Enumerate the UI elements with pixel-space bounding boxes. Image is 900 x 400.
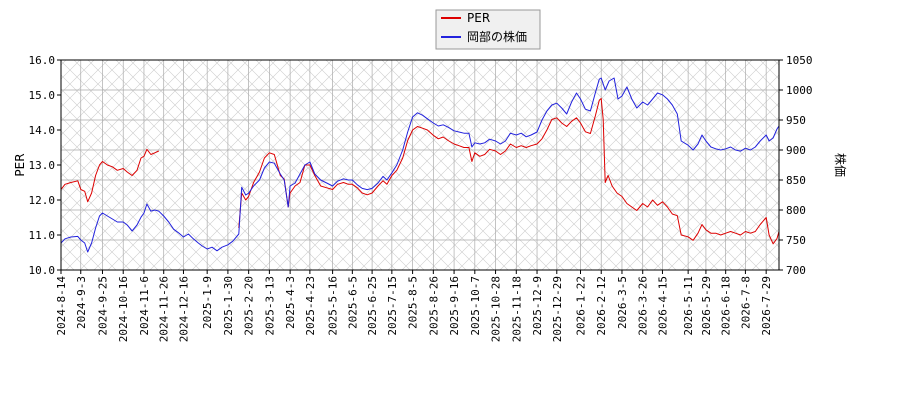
right-axis: 700 750 800 850 900 950 1000 1050 — [779, 54, 813, 277]
x-tick-label: 2025-6-25 — [366, 276, 379, 336]
left-axis: 10.0 11.0 12.0 13.0 14.0 15.0 16.0 — [29, 54, 61, 277]
legend-label-price: 岡部の株価 — [467, 29, 527, 44]
x-tick-label: 2026-5-29 — [700, 276, 713, 336]
x-tick-label: 2025-3-13 — [263, 276, 276, 336]
x-tick-label: 2025-12-9 — [531, 276, 544, 336]
x-tick-label: 2025-1-9 — [201, 276, 214, 329]
x-tick-label: 2024-10-16 — [117, 276, 130, 342]
right-tick-label: 750 — [786, 234, 806, 247]
grid — [60, 59, 779, 271]
left-axis-title: PER — [13, 153, 27, 176]
x-tick-label: 2026-2-12 — [595, 276, 608, 336]
x-tick-label: 2025-8-26 — [427, 276, 440, 336]
left-tick-label: 13.0 — [29, 159, 56, 172]
left-tick-label: 10.0 — [29, 264, 56, 277]
right-axis-title: 株価 — [833, 153, 848, 177]
x-tick-label: 2026-7-8 — [739, 276, 752, 329]
right-tick-label: 950 — [786, 114, 806, 127]
x-tick-label: 2025-10-7 — [469, 276, 482, 336]
left-tick-label: 11.0 — [29, 229, 56, 242]
x-tick-label: 2026-7-29 — [760, 276, 773, 336]
x-tick-label: 2024-11-26 — [158, 276, 171, 342]
x-tick-label: 2025-2-20 — [243, 276, 256, 336]
x-tick-label: 2024-12-16 — [177, 276, 190, 342]
x-tick-label: 2024-11-6 — [138, 276, 151, 336]
series-layer — [60, 77, 780, 253]
right-tick-label: 700 — [786, 264, 806, 277]
right-tick-label: 800 — [786, 204, 806, 217]
left-tick-label: 15.0 — [29, 89, 56, 102]
x-tick-label: 2026-5-11 — [682, 276, 695, 336]
x-tick-label: 2025-9-16 — [448, 276, 461, 336]
x-axis: 2024-8-14 2024-9-3 2024-9-25 2024-10-16 2024… — [55, 270, 773, 342]
x-tick-label: 2025-10-28 — [490, 276, 503, 342]
legend-box — [435, 9, 541, 50]
x-tick-label: 2024-9-3 — [75, 276, 88, 329]
plot-area — [61, 60, 779, 270]
x-tick-label: 2025-4-23 — [304, 276, 317, 336]
x-tick-label: 2026-3-5 — [616, 276, 629, 329]
legend-label-per: PER — [467, 11, 490, 25]
x-tick-label: 2026-1-22 — [574, 276, 587, 336]
price-series-line — [60, 77, 780, 253]
x-tick-label: 2024-9-25 — [96, 276, 109, 336]
left-tick-label: 12.0 — [29, 194, 56, 207]
right-tick-label: 900 — [786, 144, 806, 157]
per-series-line — [60, 148, 160, 203]
right-tick-label: 1000 — [786, 84, 813, 97]
x-tick-label: 2025-1-30 — [222, 276, 235, 336]
x-tick-label: 2025-5-16 — [327, 276, 340, 336]
x-tick-label: 2025-4-3 — [284, 276, 297, 329]
x-tick-label: 2026-4-15 — [656, 276, 669, 336]
x-tick-label: 2026-6-18 — [720, 276, 733, 336]
per-series-line — [238, 98, 780, 245]
right-tick-label: 1050 — [786, 54, 813, 67]
legend: PER 岡部の株価 — [435, 9, 541, 50]
left-tick-label: 16.0 — [29, 54, 56, 67]
x-tick-label: 2026-3-26 — [637, 276, 650, 336]
x-tick-label: 2025-12-29 — [551, 276, 564, 342]
x-tick-label: 2025-7-15 — [386, 276, 399, 336]
x-tick-label: 2024-8-14 — [55, 276, 68, 336]
x-tick-label: 2025-6-5 — [346, 276, 359, 329]
x-tick-label: 2025-11-18 — [510, 276, 523, 342]
x-tick-label: 2025-8-5 — [407, 276, 420, 329]
left-tick-label: 14.0 — [29, 124, 56, 137]
right-tick-label: 850 — [786, 174, 806, 187]
